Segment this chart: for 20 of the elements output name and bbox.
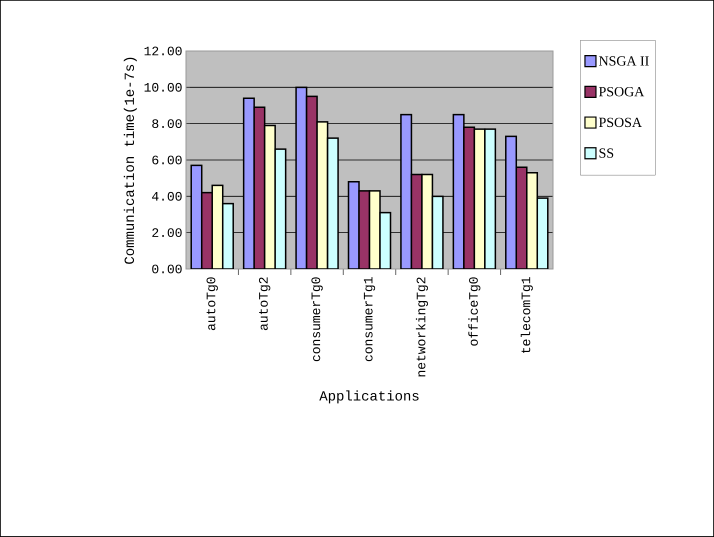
y-tick-label: 12.00 bbox=[144, 46, 182, 56]
y-tick-label: 2.00 bbox=[152, 228, 182, 238]
y-axis-title: Communication time(1e-7s) bbox=[124, 58, 137, 264]
x-tick-label: consumerTg1 bbox=[364, 277, 376, 362]
x-tick-label: officeTg0 bbox=[468, 277, 480, 346]
y-tick-label: 8.00 bbox=[152, 119, 182, 128]
x-tick-label: consumerTg0 bbox=[311, 277, 323, 362]
legend-label: PSOGA bbox=[598, 86, 644, 96]
y-tick-label: 0.00 bbox=[152, 264, 182, 274]
legend-label: SS bbox=[599, 148, 614, 158]
y-tick-label: 6.00 bbox=[152, 156, 182, 164]
x-tick-label: telecomTg1 bbox=[520, 277, 533, 354]
y-tick-label: 10.00 bbox=[144, 82, 182, 92]
x-tick-label: autoTg0 bbox=[206, 277, 218, 330]
x-tick-label: autoTg2 bbox=[258, 277, 270, 330]
legend-label: NSGA II bbox=[598, 56, 649, 66]
legend-label: PSOSA bbox=[598, 118, 642, 128]
x-axis-title: Applications bbox=[319, 390, 419, 404]
x-tick-label: networkingTg2 bbox=[416, 277, 428, 376]
y-tick-label: 4.00 bbox=[152, 192, 182, 201]
